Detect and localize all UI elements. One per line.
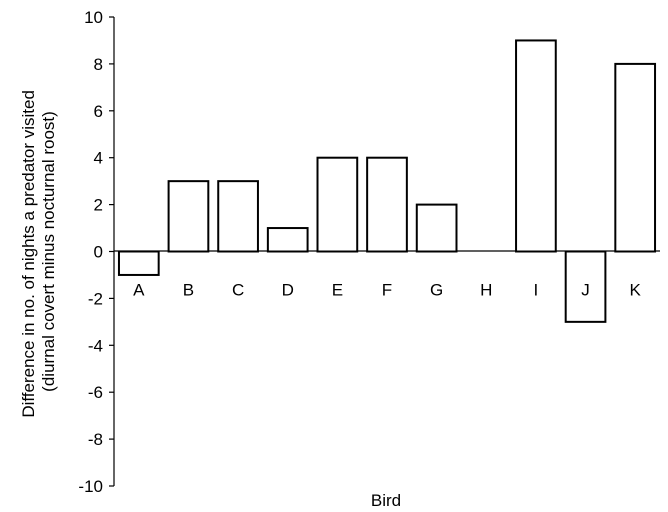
bar-a bbox=[117, 250, 160, 276]
category-label-a: A bbox=[133, 281, 145, 300]
bar-f bbox=[366, 156, 408, 253]
category-label-f: F bbox=[382, 281, 392, 300]
category-label-k: K bbox=[630, 281, 642, 300]
y-tick-label: 6 bbox=[94, 102, 103, 121]
y-tick-label: 10 bbox=[84, 8, 103, 27]
bar-c bbox=[217, 180, 259, 253]
bar-g bbox=[415, 203, 458, 253]
category-label-h: H bbox=[480, 281, 492, 300]
y-tick-label: 8 bbox=[94, 55, 103, 74]
category-labels: A B C D E F G H I J K bbox=[133, 281, 641, 300]
y-tick-label: 4 bbox=[94, 149, 103, 168]
y-tick-label: -10 bbox=[78, 477, 103, 496]
bar-d bbox=[266, 227, 309, 253]
y-tick-label: -2 bbox=[88, 289, 103, 308]
category-label-g: G bbox=[430, 281, 443, 300]
category-label-j: J bbox=[581, 281, 590, 300]
y-axis-title-line-1: Difference in no. of nights a predator v… bbox=[19, 90, 38, 418]
category-label-d: D bbox=[282, 281, 294, 300]
bars bbox=[117, 39, 657, 323]
category-label-i: I bbox=[534, 281, 539, 300]
y-tick-label: -6 bbox=[88, 383, 103, 402]
category-label-b: B bbox=[183, 281, 194, 300]
plot-area: 10 8 6 4 2 0 -2 -4 -6 -8 -10 A B C D E F G H I J K bbox=[78, 8, 660, 496]
y-tick-label: 0 bbox=[94, 243, 103, 262]
y-tick-label: 2 bbox=[94, 196, 103, 215]
y-ticks: 10 8 6 4 2 0 -2 -4 -6 -8 -10 bbox=[78, 8, 114, 496]
category-label-e: E bbox=[332, 281, 343, 300]
bar-b bbox=[167, 180, 210, 253]
y-tick-label: -4 bbox=[88, 336, 103, 355]
category-label-c: C bbox=[232, 281, 244, 300]
bar-i bbox=[515, 39, 557, 253]
y-axis-title: Difference in no. of nights a predator v… bbox=[19, 85, 58, 417]
y-tick-label: -8 bbox=[88, 430, 103, 449]
y-axis-title-line-2: (diurnal covert minus nocturnal roost) bbox=[39, 111, 58, 392]
bar-j bbox=[564, 250, 607, 323]
x-axis-title: Bird bbox=[371, 491, 401, 510]
bar-e bbox=[316, 156, 359, 253]
bar-k bbox=[614, 62, 657, 253]
